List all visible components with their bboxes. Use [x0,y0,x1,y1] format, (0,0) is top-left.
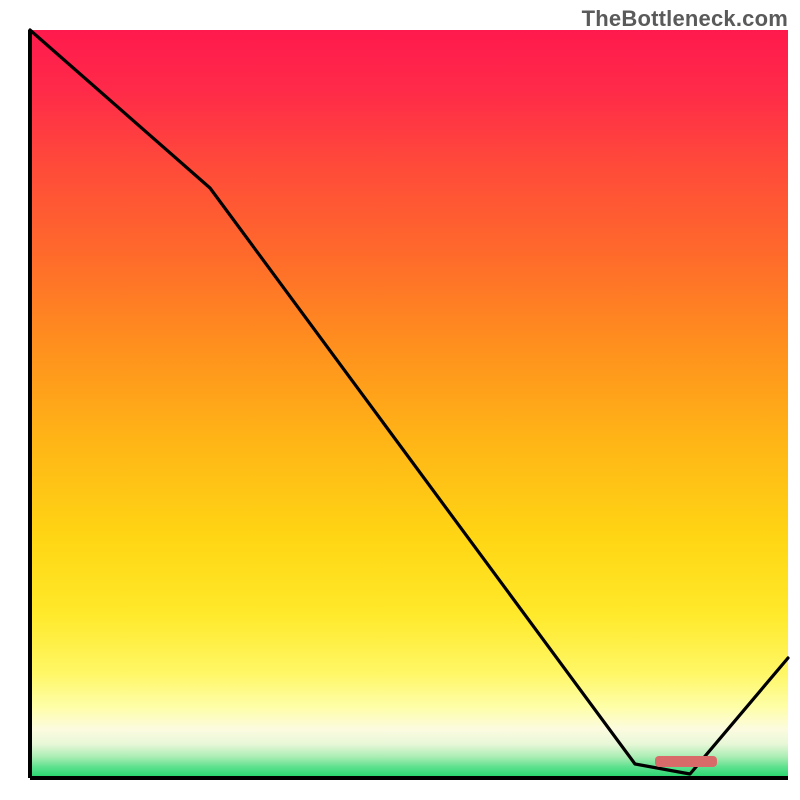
chart-container: TheBottleneck.com [0,0,800,800]
plot-background [30,30,788,778]
watermark-text: TheBottleneck.com [582,6,788,32]
plot-group [30,30,788,778]
chart-svg [0,0,800,800]
